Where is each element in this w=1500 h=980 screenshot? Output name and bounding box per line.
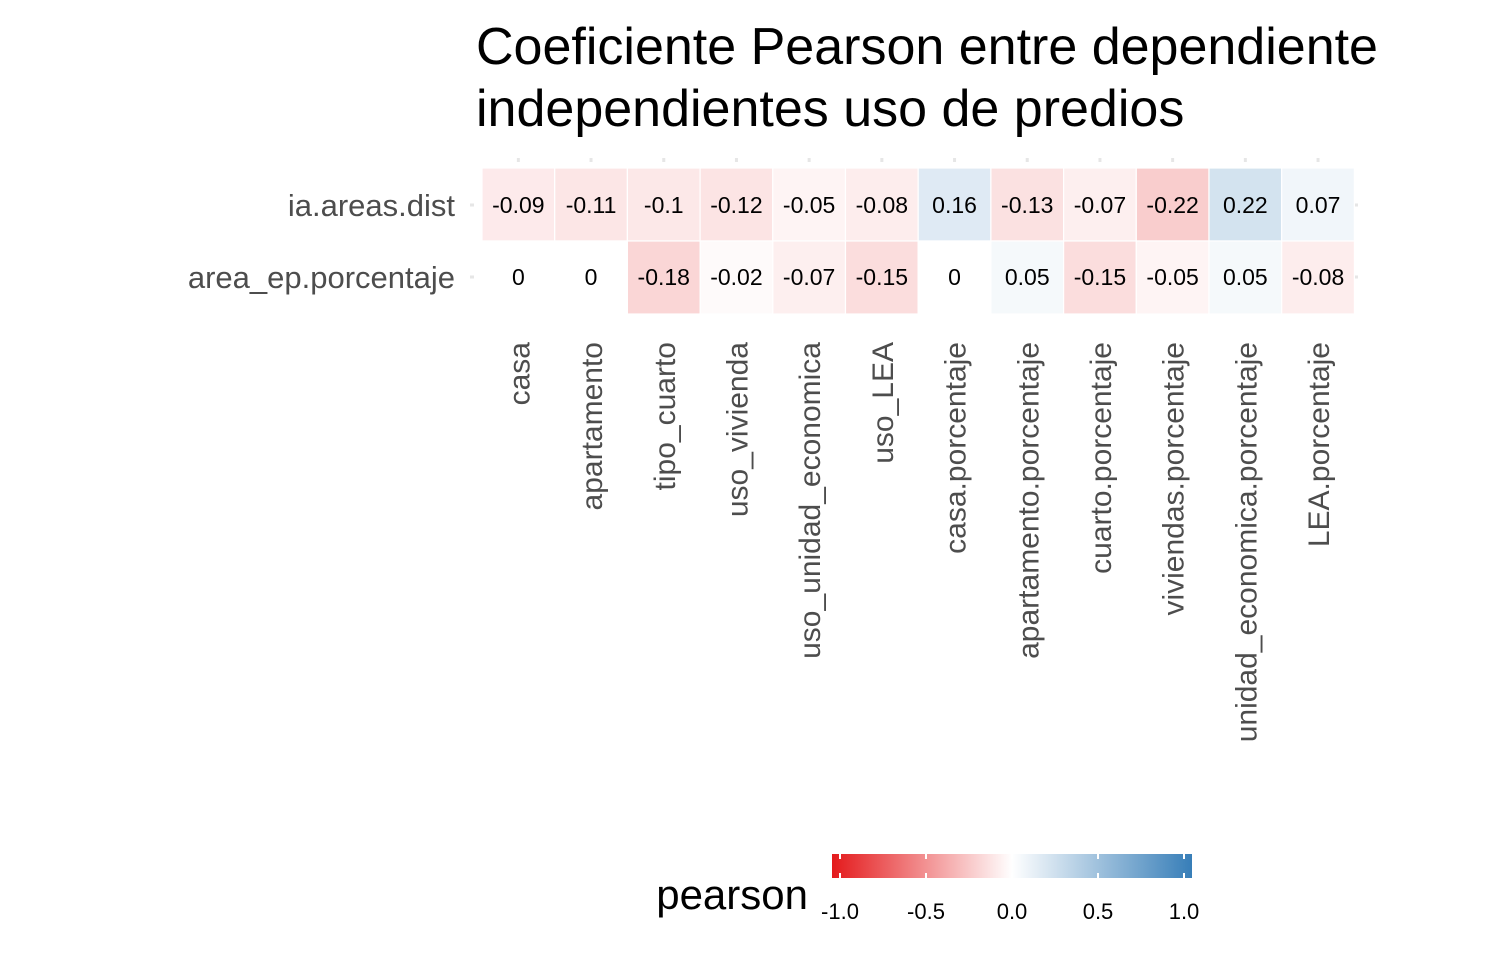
heatmap-cell xyxy=(1208,167,1283,242)
cell-value-label: 0.16 xyxy=(932,192,977,218)
cell-value-label: -0.08 xyxy=(856,192,908,218)
cell-value-label: -0.12 xyxy=(710,192,762,218)
cell-value-label: -0.11 xyxy=(566,192,617,218)
cell-value-label: 0 xyxy=(948,264,961,290)
color-legend: pearson -1.0 -0.5 0.0 0.5 1.0 xyxy=(656,854,1199,924)
heatmap-cell xyxy=(844,167,919,242)
cell-value-label: 0.05 xyxy=(1223,264,1268,290)
heatmap-cell xyxy=(1281,167,1355,242)
cell-value-label: 0 xyxy=(512,264,525,290)
cell-value-labels: -0.09 -0.11 -0.1 -0.12 -0.05 -0.08 0.16 -0.13 -0… xyxy=(492,192,1344,290)
x-tick-label: apartamento.porcentaje xyxy=(1012,342,1045,659)
chart-title-line: independientes uso de predios xyxy=(476,80,1184,138)
cell-value-label: -0.07 xyxy=(1074,192,1126,218)
heatmap-cell xyxy=(772,167,847,242)
legend-tick-label: 0.0 xyxy=(997,899,1028,924)
x-tick-label: unidad_economica.porcentaje xyxy=(1230,342,1263,742)
x-tick-label: uso_LEA xyxy=(867,342,900,464)
heatmap-cell xyxy=(1281,240,1355,315)
cell-value-label: -0.18 xyxy=(638,264,690,290)
cell-value-label: -0.02 xyxy=(710,264,762,290)
heatmap-cells xyxy=(481,167,1355,315)
chart-title-line: Coeficiente Pearson entre dependiente xyxy=(476,18,1378,76)
heatmap-cell xyxy=(1135,240,1210,315)
x-tick-label: LEA.porcentaje xyxy=(1303,342,1336,547)
cell-value-label: -0.05 xyxy=(1146,264,1198,290)
chart-title: Coeficiente Pearson entre dependienteind… xyxy=(476,18,1378,138)
x-axis-tick-labels: casa apartamento tipo_cuarto uso_vivienda us… xyxy=(503,342,1336,743)
heatmap-cell xyxy=(1062,167,1137,242)
cell-value-label: -0.05 xyxy=(783,192,835,218)
cell-value-label: -0.09 xyxy=(492,192,544,218)
heatmap-cell xyxy=(481,240,556,315)
legend-tick-label: -0.5 xyxy=(907,899,945,924)
legend-tick-label: -1.0 xyxy=(821,899,859,924)
heatmap-cell xyxy=(917,240,992,315)
x-tick-label: uso_unidad_economica xyxy=(794,342,827,659)
x-tick-label: cuarto.porcentaje xyxy=(1085,342,1118,574)
heatmap-cell xyxy=(699,167,774,242)
x-tick-label: tipo_cuarto xyxy=(649,342,682,490)
legend-tick-label: 0.5 xyxy=(1083,899,1114,924)
legend-tick-label: 1.0 xyxy=(1169,899,1200,924)
y-tick-label: ia.areas.dist xyxy=(288,188,456,223)
cell-value-label: 0.07 xyxy=(1296,192,1341,218)
cell-value-label: -0.22 xyxy=(1146,192,1198,218)
heatmap-cell xyxy=(1135,167,1210,242)
heatmap-cell xyxy=(1062,240,1137,315)
cell-value-label: -0.15 xyxy=(1074,264,1126,290)
cell-value-label: -0.07 xyxy=(783,264,835,290)
legend-title: pearson xyxy=(656,871,808,918)
y-axis-tick-labels: ia.areas.dist area_ep.porcentaje xyxy=(188,188,456,295)
x-tick-label: casa xyxy=(503,342,536,406)
x-tick-label: casa.porcentaje xyxy=(940,342,973,554)
cell-value-label: 0 xyxy=(585,264,598,290)
cell-value-label: -0.1 xyxy=(644,192,684,218)
heatmap-cell xyxy=(481,167,556,242)
cell-value-label: -0.15 xyxy=(856,264,908,290)
heatmap-cell xyxy=(990,240,1065,315)
y-tick-label: area_ep.porcentaje xyxy=(188,260,455,295)
x-tick-label: apartamento xyxy=(576,342,609,510)
heatmap-cell xyxy=(626,167,701,242)
cell-value-label: 0.22 xyxy=(1223,192,1268,218)
heatmap-cell xyxy=(554,240,629,315)
x-tick-label: viviendas.porcentaje xyxy=(1158,342,1191,616)
cell-value-label: -0.08 xyxy=(1292,264,1344,290)
cell-value-label: -0.13 xyxy=(1001,192,1053,218)
heatmap-cell xyxy=(844,240,919,315)
x-tick-label: uso_vivienda xyxy=(721,342,754,517)
cell-value-label: 0.05 xyxy=(1005,264,1050,290)
